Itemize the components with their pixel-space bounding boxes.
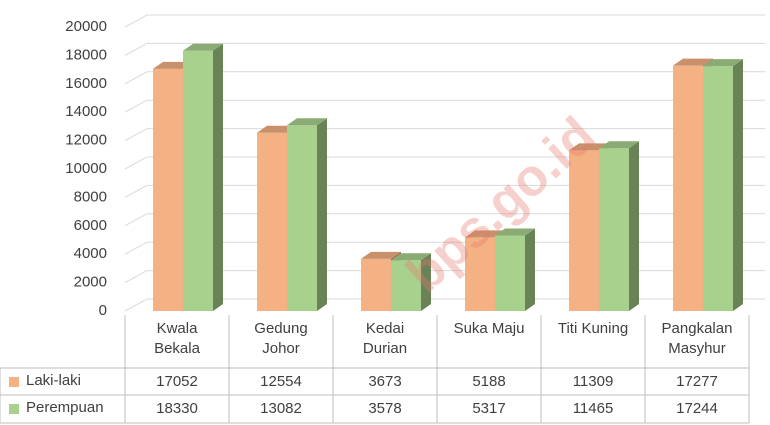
bar [599,141,639,311]
grid-line [124,241,765,255]
grid-line [124,71,765,85]
table-value: 17052 [156,373,198,390]
grid-line [124,156,765,170]
bar [495,228,535,311]
y-tick-label: 12000 [65,132,107,149]
category-label: Gedung Johor [254,320,308,357]
bar-top [599,141,639,149]
y-tick-label: 0 [99,302,107,319]
category-label: Kedai Durian [362,320,408,357]
category-label: Pangkalan Masyhur [661,320,733,357]
bar-front [599,148,629,311]
legend-label: Perempuan [26,399,104,416]
bar [183,43,223,312]
grid-line [124,42,765,56]
y-tick-label: 8000 [74,188,107,205]
y-tick-label: 16000 [65,75,107,92]
table-value: 18330 [156,400,198,417]
bar-front [257,132,287,311]
bar-front [569,150,599,311]
y-tick-label: 20000 [65,18,107,35]
bar-side [629,141,639,311]
bar-top [287,118,327,126]
table-value: 11465 [572,400,614,417]
grid-line [124,128,765,142]
table-value: 17244 [676,400,718,417]
legend-swatch [9,377,19,387]
bar-top [495,228,535,236]
category-label: Titi Kuning [557,320,629,337]
bar-front [361,258,391,311]
table-value: 3578 [368,400,402,417]
bar-front [287,125,317,312]
grid-line [124,184,765,198]
bar-top [673,58,713,66]
grid-line [124,14,765,28]
grid-line [124,298,765,312]
grid-line [124,270,765,284]
bar-top [183,43,223,51]
table-value: 13082 [260,400,302,417]
legend-label: Laki-laki [26,372,82,389]
bar-side [421,253,431,311]
category-label: Suka Maju [453,320,525,337]
y-tick-label: 14000 [65,103,107,120]
bar-front [153,68,183,311]
category-label: Kwala Bekala [154,320,200,357]
legend-swatch [9,404,19,414]
y-tick-label: 2000 [74,274,107,291]
bar [391,253,431,311]
bar-front [703,66,733,312]
bar-front [183,50,213,312]
bar-front [465,237,495,311]
bar-front [673,65,703,312]
bar-top [703,59,743,67]
table-value: 5188 [472,373,506,390]
bar [703,59,743,312]
y-tick-label: 4000 [74,245,107,262]
y-tick-label: 6000 [74,217,107,234]
bar-top [361,251,401,259]
bar-top [391,253,431,261]
bar-side [213,43,223,312]
bar-side [317,118,327,312]
bar-front [391,260,421,311]
table-value: 3673 [368,373,402,390]
bar-side [525,228,535,311]
y-tick-label: 18000 [65,46,107,63]
grid-line [124,99,765,113]
bar [287,118,327,312]
table-value: 11309 [572,373,614,390]
bar-side [733,59,743,312]
y-tick-label: 10000 [65,160,107,177]
table-value: 5317 [472,400,506,417]
table-value: 17277 [676,373,718,390]
grid-line [124,213,765,227]
table-value: 12554 [260,373,302,390]
bar-front [495,235,525,311]
